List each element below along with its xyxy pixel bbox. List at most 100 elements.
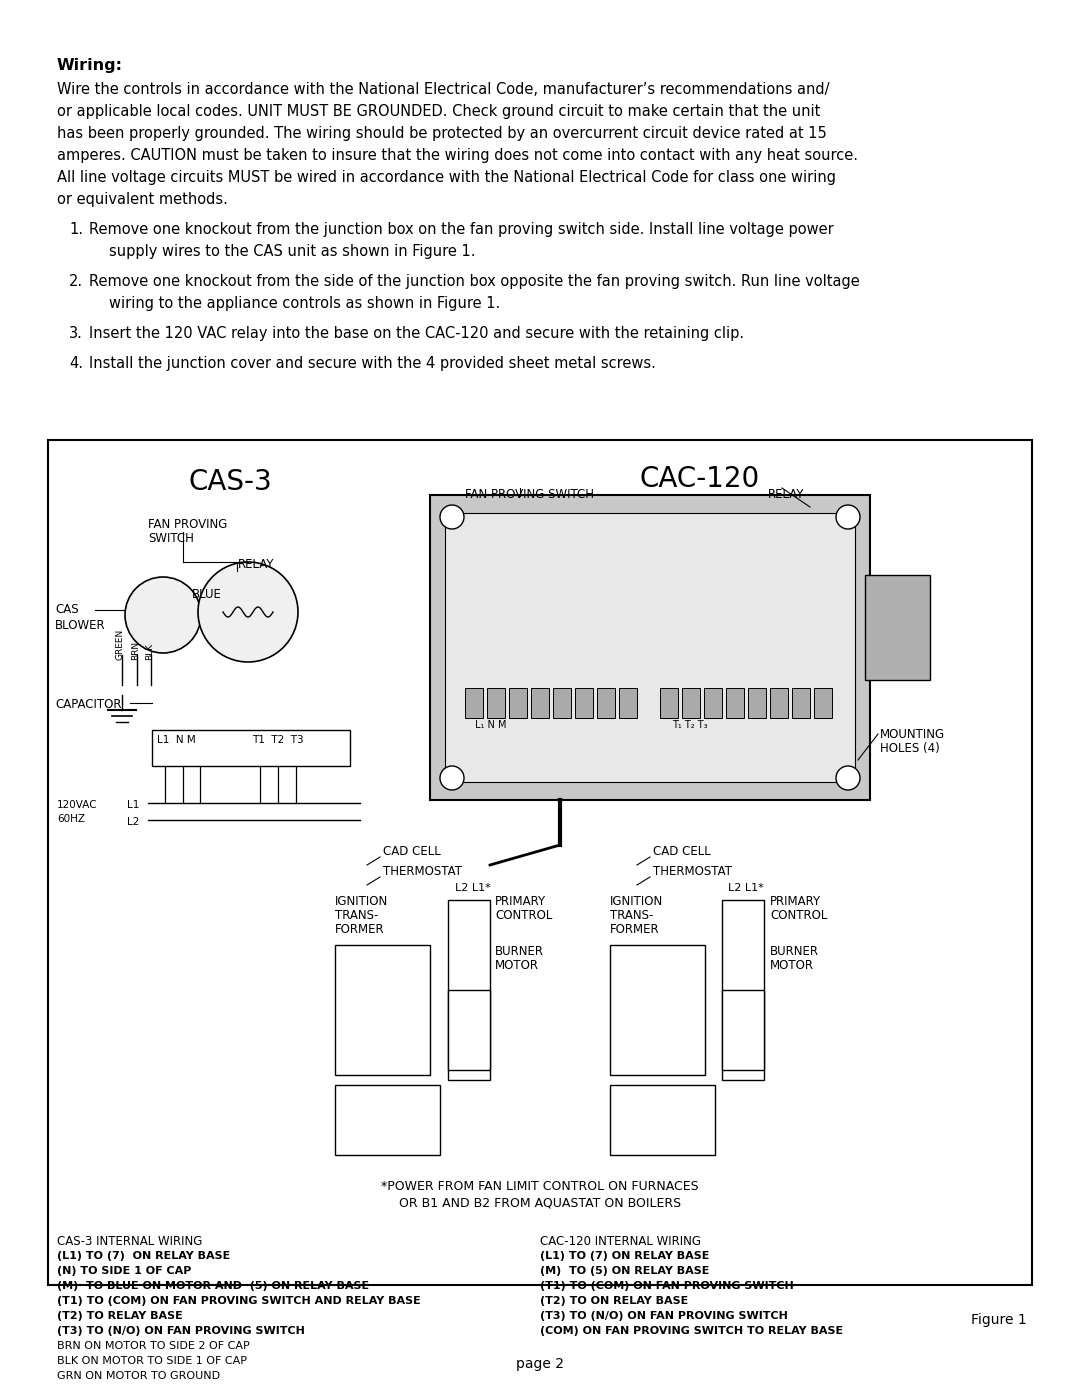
Text: CAS-3 INTERNAL WIRING: CAS-3 INTERNAL WIRING [57, 1235, 202, 1248]
Text: T₁ T₂ T₃: T₁ T₂ T₃ [672, 719, 707, 731]
Text: THERMOSTAT: THERMOSTAT [653, 865, 732, 877]
Text: CAD CELL: CAD CELL [383, 845, 441, 858]
Text: GREEN: GREEN [116, 629, 124, 659]
Text: T1  T2  T3: T1 T2 T3 [252, 735, 303, 745]
Text: or equivalent methods.: or equivalent methods. [57, 191, 228, 207]
Text: BURNER: BURNER [770, 944, 819, 958]
Text: Wire the controls in accordance with the National Electrical Code, manufacturer’: Wire the controls in accordance with the… [57, 82, 829, 96]
Text: Wiring:: Wiring: [57, 59, 123, 73]
Text: BRN ON MOTOR TO SIDE 2 OF CAP: BRN ON MOTOR TO SIDE 2 OF CAP [57, 1341, 249, 1351]
Text: OR B1 AND B2 FROM AQUASTAT ON BOILERS: OR B1 AND B2 FROM AQUASTAT ON BOILERS [399, 1196, 681, 1208]
Text: (L1) TO (7)  ON RELAY BASE: (L1) TO (7) ON RELAY BASE [57, 1250, 230, 1261]
Text: BLK ON MOTOR TO SIDE 1 OF CAP: BLK ON MOTOR TO SIDE 1 OF CAP [57, 1356, 247, 1366]
Text: FAN PROVING: FAN PROVING [148, 518, 228, 531]
Text: RELAY: RELAY [238, 557, 274, 571]
Text: 3.: 3. [69, 326, 83, 341]
Text: Remove one knockout from the side of the junction box opposite the fan proving s: Remove one knockout from the side of the… [89, 274, 860, 289]
Text: CAC-120: CAC-120 [639, 465, 760, 493]
Text: (L1) TO (7) ON RELAY BASE: (L1) TO (7) ON RELAY BASE [540, 1250, 710, 1261]
Bar [509, 687, 527, 718]
Text: L1  N M: L1 N M [157, 735, 195, 745]
Bar [487, 687, 505, 718]
Bar [553, 687, 571, 718]
Text: (M)  TO BLUE ON MOTOR AND  (5) ON RELAY BASE: (M) TO BLUE ON MOTOR AND (5) ON RELAY BA… [57, 1281, 369, 1291]
Text: TRANS-: TRANS- [335, 909, 378, 922]
Text: WHITE: WHITE [625, 1113, 663, 1126]
Text: (T1) TO (COM) ON FAN PROVING SWITCH: (T1) TO (COM) ON FAN PROVING SWITCH [540, 1281, 794, 1291]
Text: 120VAC: 120VAC [57, 800, 97, 810]
Text: FORMER: FORMER [610, 923, 660, 936]
Text: HOLES (4): HOLES (4) [880, 742, 940, 754]
Bar [723, 990, 764, 1070]
Bar [531, 687, 549, 718]
Bar [448, 990, 490, 1070]
Text: (COM) ON FAN PROVING SWITCH TO RELAY BASE: (COM) ON FAN PROVING SWITCH TO RELAY BAS… [540, 1326, 843, 1336]
Text: BLUE: BLUE [192, 588, 221, 601]
Bar [445, 513, 855, 782]
Text: (T2) TO RELAY BASE: (T2) TO RELAY BASE [57, 1310, 183, 1322]
Text: FAN PROVING SWITCH: FAN PROVING SWITCH [465, 488, 594, 502]
Text: has been properly grounded. The wiring should be protected by an overcurrent cir: has been properly grounded. The wiring s… [57, 126, 827, 141]
Text: Install the junction cover and secure with the 4 provided sheet metal screws.: Install the junction cover and secure wi… [89, 356, 656, 372]
Circle shape [440, 766, 464, 789]
Text: GRN ON MOTOR TO GROUND: GRN ON MOTOR TO GROUND [57, 1370, 220, 1382]
Text: IGNITION: IGNITION [610, 895, 663, 908]
Text: ORANGE: ORANGE [625, 1133, 675, 1146]
Text: BRN: BRN [132, 641, 140, 659]
Text: amperes. CAUTION must be taken to insure that the wiring does not come into cont: amperes. CAUTION must be taken to insure… [57, 148, 858, 163]
Text: CAC-120 INTERNAL WIRING: CAC-120 INTERNAL WIRING [540, 1235, 701, 1248]
Text: CAS: CAS [55, 604, 79, 616]
Text: BLK: BLK [146, 643, 154, 659]
Bar [748, 687, 766, 718]
Text: BLOWER: BLOWER [55, 619, 106, 631]
Bar [619, 687, 637, 718]
Text: (T1) TO (COM) ON FAN PROVING SWITCH AND RELAY BASE: (T1) TO (COM) ON FAN PROVING SWITCH AND … [57, 1296, 421, 1306]
Text: PRIMARY: PRIMARY [495, 895, 546, 908]
Text: wiring to the appliance controls as shown in Figure 1.: wiring to the appliance controls as show… [109, 296, 500, 312]
Text: supply wires to the CAS unit as shown in Figure 1.: supply wires to the CAS unit as shown in… [109, 244, 475, 258]
Text: BLACK: BLACK [625, 1092, 663, 1106]
Text: 60HZ: 60HZ [57, 814, 85, 824]
Text: 4.: 4. [69, 356, 83, 372]
Circle shape [125, 577, 201, 652]
Text: MOTOR: MOTOR [770, 958, 814, 972]
Text: 1.: 1. [69, 222, 83, 237]
Bar [610, 1085, 715, 1155]
Text: Insert the 120 VAC relay into the base on the CAC-120 and secure with the retain: Insert the 120 VAC relay into the base o… [89, 326, 744, 341]
Bar [865, 576, 930, 680]
Text: IGNITION: IGNITION [335, 895, 388, 908]
Bar [575, 687, 593, 718]
Bar [681, 687, 700, 718]
Text: MOTOR: MOTOR [495, 958, 539, 972]
Text: Remove one knockout from the junction box on the fan proving switch side. Instal: Remove one knockout from the junction bo… [89, 222, 834, 237]
Text: CONTROL: CONTROL [770, 909, 827, 922]
Text: (T3) TO (N/O) ON FAN PROVING SWITCH: (T3) TO (N/O) ON FAN PROVING SWITCH [57, 1326, 305, 1336]
Text: PRIMARY: PRIMARY [770, 895, 821, 908]
Text: CAS-3: CAS-3 [188, 468, 272, 496]
Bar [660, 687, 678, 718]
Text: BLACK: BLACK [350, 1092, 389, 1106]
Text: L₁ N M: L₁ N M [475, 719, 507, 731]
Bar [704, 687, 723, 718]
Bar [152, 731, 350, 766]
Bar [465, 687, 483, 718]
Text: WHITE: WHITE [350, 1113, 389, 1126]
Text: L2 L1*: L2 L1* [728, 883, 764, 893]
Circle shape [440, 504, 464, 529]
Text: RELAY: RELAY [768, 488, 805, 502]
Text: page 2: page 2 [516, 1356, 564, 1370]
Text: TRANS-: TRANS- [610, 909, 653, 922]
Text: (M)  TO (5) ON RELAY BASE: (M) TO (5) ON RELAY BASE [540, 1266, 710, 1275]
Text: CAPACITOR: CAPACITOR [55, 698, 121, 711]
Text: 2.: 2. [69, 274, 83, 289]
Bar [610, 944, 705, 1076]
Text: *POWER FROM FAN LIMIT CONTROL ON FURNACES: *POWER FROM FAN LIMIT CONTROL ON FURNACE… [381, 1180, 699, 1193]
Bar [814, 687, 832, 718]
Text: CONTROL: CONTROL [495, 909, 552, 922]
Text: Figure 1: Figure 1 [971, 1313, 1027, 1327]
Bar [792, 687, 810, 718]
Bar [430, 495, 870, 800]
Bar [726, 687, 744, 718]
Bar [770, 687, 788, 718]
Text: L1: L1 [127, 800, 139, 810]
